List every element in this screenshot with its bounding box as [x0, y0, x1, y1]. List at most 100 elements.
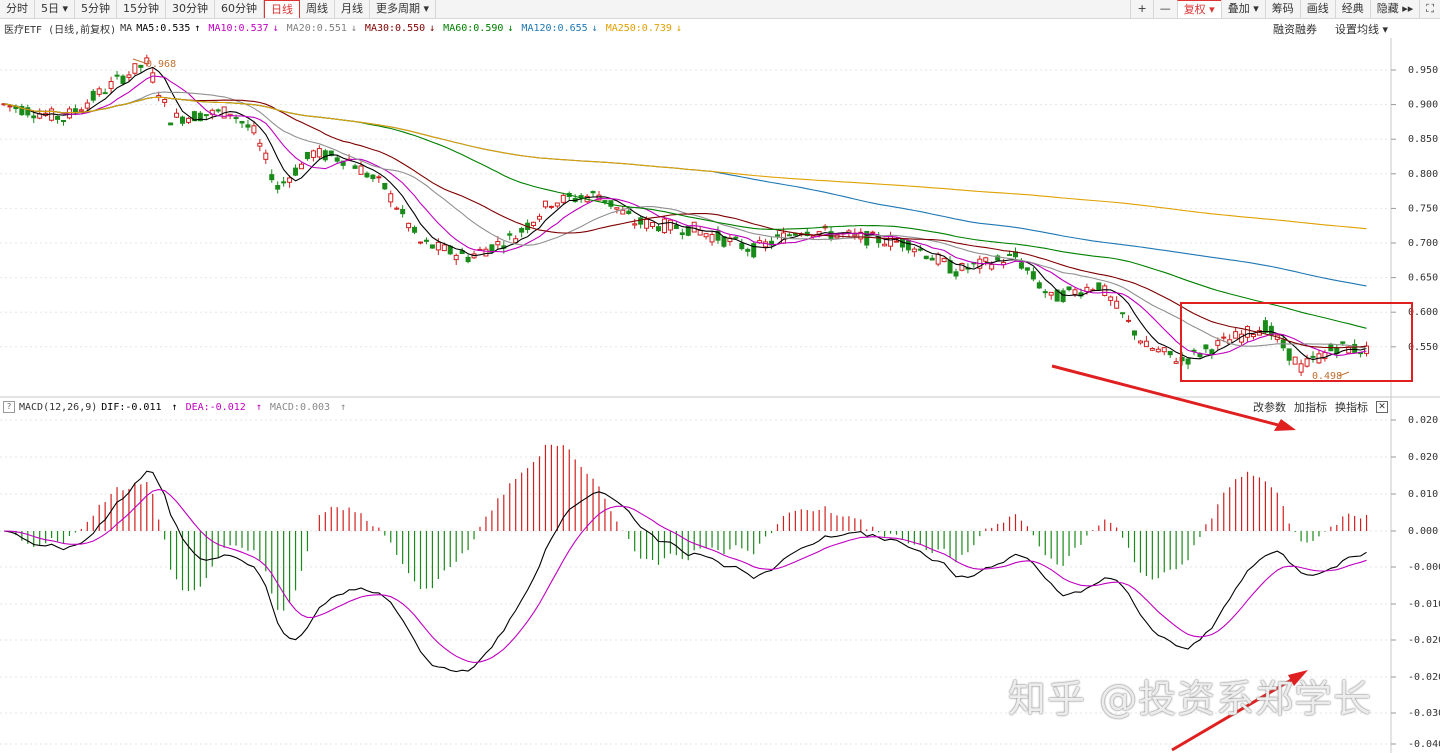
candle-body [78, 109, 84, 112]
candle-body [888, 235, 894, 247]
candle-body [775, 234, 780, 237]
tab-5min[interactable]: 5分钟 [75, 0, 118, 18]
candle-body [382, 182, 388, 190]
candle-body [1096, 282, 1102, 290]
candle-body [739, 242, 745, 250]
margin-trading-link[interactable]: 融资融券 [1272, 23, 1317, 36]
candle-body [180, 116, 185, 124]
candle-body [673, 224, 679, 230]
candle-body [602, 200, 608, 203]
ma-legend: 医疗ETF (日线,前复权) MA MA5:0.535 ↑ MA10:0.537 ↓… [0, 19, 1390, 37]
candle-body [638, 217, 644, 225]
candle-body [596, 194, 602, 201]
zoom-out-button[interactable]: — [1152, 0, 1177, 18]
tab-more-periods[interactable]: 更多周期 ▾ [370, 0, 437, 18]
ma120-line [3, 96, 1367, 287]
candle-body [215, 109, 221, 112]
candle-body [1292, 356, 1298, 365]
candle-body [19, 106, 25, 116]
candle-body [632, 223, 638, 226]
candle-body [1018, 262, 1024, 269]
fullscreen-icon[interactable]: ⛶ [1419, 0, 1440, 18]
tab-5day[interactable]: 5日 ▾ [35, 0, 76, 18]
classic-button[interactable]: 经典 [1334, 0, 1370, 18]
candle-body [542, 200, 548, 208]
candle-body [90, 90, 96, 101]
candle-body [114, 74, 120, 77]
candle-body [882, 243, 888, 247]
overlay-button[interactable]: 叠加 ▾ [1220, 0, 1265, 18]
security-name: 医疗ETF (日线,前复权) [4, 24, 117, 36]
tab-15min[interactable]: 15分钟 [117, 0, 167, 18]
watermark: 知乎 @投资系郑学长 [1008, 677, 1373, 721]
price-axis: 0.950 0.900 0.850 0.800 0.750 0.700 0.650 0.600… [1391, 65, 1438, 353]
candle-body [656, 226, 661, 232]
add-indicator-link[interactable]: 加指标 [1294, 401, 1327, 414]
candle-body [614, 207, 620, 210]
candle-body [697, 229, 703, 236]
macd-tick-label: -0.030 [1408, 708, 1440, 719]
set-ma-link[interactable]: 设置均线 ▾ [1334, 23, 1388, 36]
candle-body [1310, 355, 1316, 358]
macd-tick-label: 0.000 [1408, 526, 1438, 537]
candle-body [328, 150, 334, 157]
candle-body [667, 219, 673, 231]
macd-tick-label: 0.020 [1408, 452, 1438, 463]
macd-panel-links: 改参数 加指标 换指标 ✕ [1253, 399, 1388, 415]
candle-body [7, 105, 13, 108]
edit-params-link[interactable]: 改参数 [1253, 401, 1286, 414]
candle-body [197, 112, 203, 122]
candle-body [929, 257, 935, 261]
candle-body [828, 231, 834, 239]
candle-body [703, 233, 709, 238]
candle-body [1268, 325, 1274, 336]
draw-button[interactable]: 画线 [1299, 0, 1335, 18]
macd-lines [3, 470, 1367, 673]
candle-body [310, 150, 316, 158]
trend-arrow-up [1171, 670, 1308, 752]
candle-body [84, 102, 90, 109]
price-tick-label: 0.850 [1408, 134, 1438, 145]
ma5-value: MA5:0.535 ↑ [136, 22, 201, 34]
tab-60min[interactable]: 60分钟 [215, 0, 265, 18]
close-icon[interactable]: ✕ [1376, 401, 1388, 413]
adjust-button[interactable]: 复权 ▾ [1176, 0, 1221, 18]
candle-body [531, 221, 537, 227]
candle-body [953, 271, 959, 277]
tab-30min[interactable]: 30分钟 [166, 0, 216, 18]
candle-body [1245, 326, 1251, 338]
candle-body [947, 260, 953, 274]
candle-body [245, 124, 251, 128]
candle-body [1048, 291, 1054, 296]
candle-body [322, 150, 328, 161]
candle-body [185, 117, 191, 123]
zoom-in-button[interactable]: + [1130, 0, 1152, 18]
candle-body [334, 157, 340, 162]
chips-button[interactable]: 筹码 [1264, 0, 1300, 18]
macd-tick-label: -0.010 [1408, 599, 1440, 610]
candle-body [203, 114, 209, 117]
macd-tick-label: -0.040 [1408, 739, 1440, 750]
tab-timeshare[interactable]: 分时 [0, 0, 35, 18]
price-tick-label: 0.600 [1408, 307, 1438, 318]
tab-weekly[interactable]: 周线 [300, 0, 336, 18]
candle-body [61, 119, 66, 122]
macd-tick-label: -0.020 [1408, 635, 1440, 646]
candle-body [126, 74, 132, 78]
candle-body [174, 112, 180, 118]
help-icon[interactable]: ? [3, 401, 15, 413]
macd-tick-label: 0.010 [1408, 489, 1438, 500]
tab-daily[interactable]: 日线 [264, 0, 301, 18]
candle-body [1304, 358, 1310, 367]
candle-body [1007, 253, 1013, 256]
candle-body [1340, 341, 1346, 344]
candle-body [1108, 296, 1114, 301]
tab-monthly[interactable]: 月线 [335, 0, 371, 18]
candle-body [1072, 289, 1078, 295]
candle-body [1173, 361, 1179, 364]
candle-body [548, 205, 554, 208]
hide-button[interactable]: 隐藏 ▸▸ [1369, 0, 1420, 18]
change-indicator-link[interactable]: 换指标 [1335, 401, 1368, 414]
candle-body [1066, 286, 1072, 291]
